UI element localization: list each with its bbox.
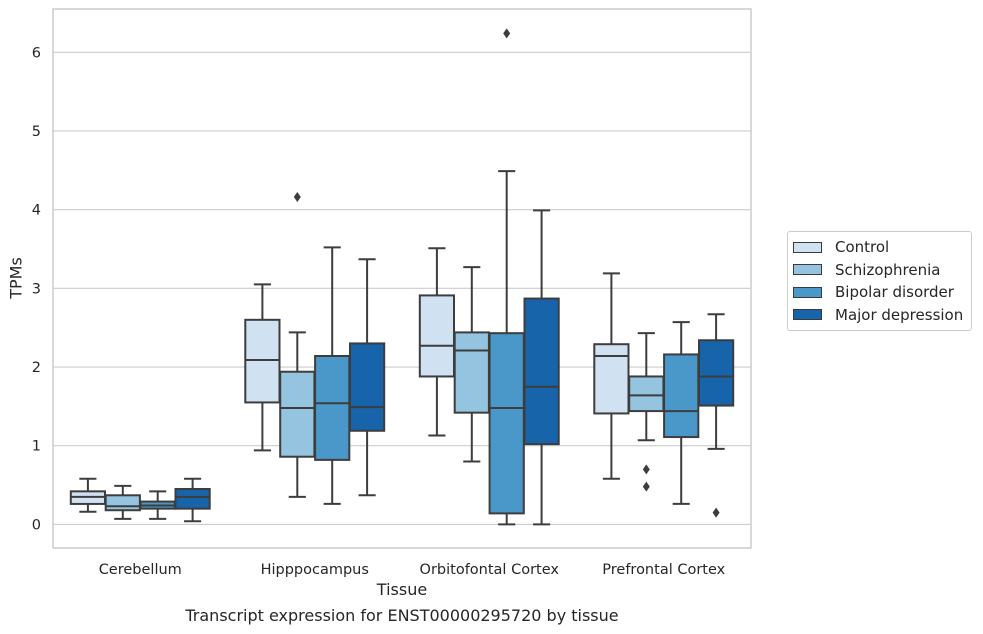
box-iqr (174, 487, 211, 510)
box-iqr (314, 355, 351, 461)
x-axis-title: Tissue (376, 580, 428, 599)
legend-label: Bipolar disorder (835, 283, 954, 302)
box-1-2 (453, 266, 490, 463)
box-iqr (279, 370, 316, 458)
x-tick-label: Hipppocampus (261, 562, 369, 578)
box-2-2 (488, 28, 525, 526)
chart-caption: Transcript expression for ENST0000029572… (185, 606, 619, 625)
y-tick-label: 4 (32, 203, 41, 219)
x-tick-label: Orbitofontal Cortex (420, 562, 560, 578)
legend-label: Control (835, 238, 890, 257)
box-iqr (244, 318, 281, 404)
box-iqr (663, 353, 700, 439)
box-2-1 (314, 246, 351, 505)
legend-swatch (793, 241, 822, 253)
box-iqr (523, 297, 560, 446)
box-3-2 (523, 209, 560, 526)
outlier-point (642, 464, 650, 475)
y-tick-label: 0 (32, 517, 41, 533)
y-tick-label: 5 (32, 124, 41, 140)
box-iqr (453, 331, 490, 414)
box-iqr (348, 342, 386, 432)
box-0-2 (418, 247, 456, 437)
outlier-point (712, 507, 720, 518)
x-tick-label: Prefrontal Cortex (602, 562, 725, 578)
box-3-3 (697, 313, 735, 518)
box-2-3 (663, 321, 700, 505)
legend: Control Schizophrenia Bipolar disorder Majo… (787, 231, 972, 331)
box-0-3 (593, 272, 630, 480)
box-3-1 (348, 258, 386, 497)
x-tick-label: Cerebellum (99, 562, 182, 578)
box-iqr (593, 343, 630, 415)
legend-swatch (793, 286, 822, 298)
outlier-point (293, 192, 301, 203)
y-tick-label: 1 (32, 439, 41, 455)
y-tick-label: 2 (32, 360, 41, 376)
legend-item: Major depression (788, 304, 971, 327)
box-0-1 (244, 283, 281, 452)
legend-label: Schizophrenia (835, 260, 941, 279)
box-iqr (697, 339, 735, 407)
box-iqr (628, 375, 665, 413)
box-3-0 (174, 477, 211, 523)
y-tick-label: 3 (32, 281, 41, 297)
legend-swatch (793, 309, 822, 321)
outlier-point (503, 28, 511, 39)
legend-item: Control (788, 236, 971, 259)
outlier-point (642, 481, 650, 492)
box-2-0 (139, 490, 176, 520)
box-iqr (488, 332, 525, 515)
box-iqr (418, 294, 456, 378)
plot-frame (52, 8, 752, 549)
legend-label: Major depression (835, 305, 964, 324)
y-axis-title: TPMs (6, 257, 26, 299)
legend-item: Bipolar disorder (788, 281, 971, 304)
y-tick-label: 6 (32, 45, 41, 61)
legend-swatch (793, 264, 822, 276)
box-1-0 (104, 484, 141, 520)
legend-item: Schizophrenia (788, 259, 971, 282)
box-iqr (104, 494, 141, 512)
box-0-0 (69, 477, 107, 513)
plot-area (53, 9, 751, 548)
